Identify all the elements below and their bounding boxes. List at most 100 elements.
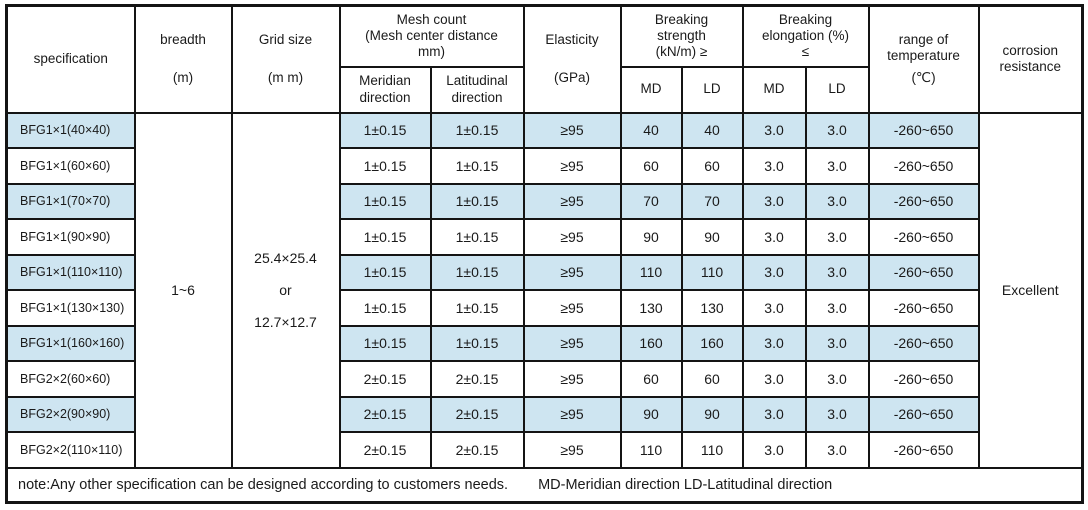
col-header-temperature: range of temperature (℃) <box>867 4 980 114</box>
breaking-elongation-ld-cell: 3.0 <box>804 431 870 469</box>
mesh-meridian-cell: 1±0.15 <box>338 182 432 220</box>
col-header-breaking-strength-ld: LD <box>680 65 744 114</box>
mesh-meridian-cell: 1±0.15 <box>338 147 432 185</box>
col-header-breadth: breadth (m) <box>133 4 233 114</box>
corrosion-merged-cell: Excellent <box>977 111 1084 469</box>
breaking-strength-md-cell: 60 <box>619 360 683 398</box>
elasticity-cell: ≥95 <box>522 111 622 149</box>
breaking-strength-md-cell: 90 <box>619 395 683 433</box>
col-header-elasticity: Elasticity (GPa) <box>522 4 622 114</box>
table-row: BFG2×2(110×110) 2±0.15 2±0.15 ≥95 110 11… <box>5 431 1083 469</box>
mesh-latitudinal-cell: 2±0.15 <box>429 431 525 469</box>
breaking-elongation-ld-cell: 3.0 <box>804 182 870 220</box>
breaking-strength-md-cell: 130 <box>619 289 683 327</box>
temperature-cell: -260~650 <box>867 324 980 362</box>
breaking-strength-ld-cell: 60 <box>680 147 744 185</box>
table-row: BFG1×1(40×40) 1~6 25.4×25.4 or 12.7×12.7 1±0… <box>5 111 1084 469</box>
col-header-breaking-elongation-ld: LD <box>804 65 870 114</box>
note-text: note:Any other specification can be desi… <box>18 476 509 493</box>
specification-cell: BFG1×1(60×60) <box>5 147 136 185</box>
breaking-elongation-md-cell: 3.0 <box>741 147 807 185</box>
mesh-latitudinal-cell: 1±0.15 <box>429 111 525 149</box>
temperature-cell: -260~650 <box>867 289 980 327</box>
mesh-meridian-cell: 1±0.15 <box>338 324 432 362</box>
breaking-elongation-ld-cell: 3.0 <box>804 147 870 185</box>
breaking-strength-md-cell: 70 <box>619 182 683 220</box>
note-cell: note:Any other specification can be desi… <box>5 466 1084 503</box>
col-header-breaking-strength-group: Breaking strength (kN/m) ≥ <box>619 4 744 68</box>
col-header-meridian-direction: Meridian direction <box>338 65 432 114</box>
breaking-strength-md-cell: 90 <box>619 218 683 256</box>
breaking-strength-ld-cell: 110 <box>680 431 744 469</box>
breaking-strength-md-cell: 160 <box>619 324 683 362</box>
breaking-elongation-ld-cell: 3.0 <box>804 324 870 362</box>
breaking-elongation-ld-cell: 3.0 <box>804 395 870 433</box>
col-header-breaking-elongation-md: MD <box>741 65 807 114</box>
specification-table: specification breadth (m) Grid size (m m… <box>5 4 1085 504</box>
breaking-strength-md-cell: 60 <box>619 147 683 185</box>
note-row: note:Any other specification can be desi… <box>5 466 1084 503</box>
header-row-sub: Meridian direction Latitudinal direction… <box>7 65 1083 114</box>
table-row: BFG2×2(60×60) 2±0.15 2±0.15 ≥95 60 60 3.… <box>5 360 1083 398</box>
breaking-elongation-md-cell: 3.0 <box>741 395 807 433</box>
temperature-cell: -260~650 <box>867 395 980 433</box>
specification-cell: BFG2×2(60×60) <box>5 360 136 398</box>
elasticity-cell: ≥95 <box>522 182 622 220</box>
elasticity-cell: ≥95 <box>522 395 622 433</box>
specification-cell: BFG1×1(130×130) <box>5 289 136 327</box>
col-header-breaking-elongation-group: Breaking elongation (%) ≤ <box>741 4 870 68</box>
breaking-elongation-md-cell: 3.0 <box>741 253 807 291</box>
mesh-meridian-cell: 1±0.15 <box>338 253 432 291</box>
mesh-latitudinal-cell: 1±0.15 <box>429 289 525 327</box>
breaking-strength-ld-cell: 60 <box>680 360 744 398</box>
breaking-elongation-ld-cell: 3.0 <box>804 253 870 291</box>
mesh-meridian-cell: 1±0.15 <box>338 218 432 256</box>
breaking-elongation-md-cell: 3.0 <box>741 218 807 256</box>
temperature-cell: -260~650 <box>867 253 980 291</box>
mesh-meridian-cell: 2±0.15 <box>338 395 432 433</box>
mesh-meridian-cell: 1±0.15 <box>338 111 432 149</box>
elasticity-cell: ≥95 <box>522 324 622 362</box>
col-header-breaking-strength-md: MD <box>619 65 683 114</box>
temperature-cell: -260~650 <box>867 431 980 469</box>
mesh-latitudinal-cell: 1±0.15 <box>429 182 525 220</box>
breaking-strength-ld-cell: 40 <box>680 111 744 149</box>
elasticity-cell: ≥95 <box>522 289 622 327</box>
table-row: BFG1×1(110×110) 1±0.15 1±0.15 ≥95 110 11… <box>5 253 1083 291</box>
table-row: BFG1×1(60×60) 1±0.15 1±0.15 ≥95 60 60 3.… <box>5 147 1083 185</box>
mesh-meridian-cell: 2±0.15 <box>338 431 432 469</box>
specification-cell: BFG1×1(90×90) <box>5 218 136 256</box>
temperature-cell: -260~650 <box>867 111 980 149</box>
specification-cell: BFG1×1(110×110) <box>5 253 136 291</box>
specification-cell: BFG1×1(70×70) <box>5 182 136 220</box>
specification-cell: BFG2×2(110×110) <box>5 431 136 469</box>
elasticity-cell: ≥95 <box>522 431 622 469</box>
breaking-strength-ld-cell: 90 <box>680 218 744 256</box>
temperature-cell: -260~650 <box>867 147 980 185</box>
table-row: BFG1×1(90×90) 1±0.15 1±0.15 ≥95 90 90 3.… <box>5 218 1083 256</box>
breaking-elongation-md-cell: 3.0 <box>741 360 807 398</box>
elasticity-cell: ≥95 <box>522 360 622 398</box>
breaking-strength-md-cell: 110 <box>619 431 683 469</box>
breaking-elongation-ld-cell: 3.0 <box>804 218 870 256</box>
breaking-strength-ld-cell: 130 <box>680 289 744 327</box>
breaking-strength-ld-cell: 70 <box>680 182 744 220</box>
breaking-elongation-md-cell: 3.0 <box>741 289 807 327</box>
mesh-latitudinal-cell: 2±0.15 <box>429 395 525 433</box>
temperature-cell: -260~650 <box>867 182 980 220</box>
temperature-cell: -260~650 <box>867 360 980 398</box>
table-row: BFG2×2(90×90) 2±0.15 2±0.15 ≥95 90 90 3.… <box>5 395 1083 433</box>
col-header-specification-label: specification <box>33 51 108 67</box>
breaking-elongation-md-cell: 3.0 <box>741 111 807 149</box>
note-legend-text: MD-Meridian direction LD-Latitudinal dir… <box>538 476 833 493</box>
specification-cell: BFG2×2(90×90) <box>5 395 136 433</box>
col-header-grid-size: Grid size (m m) <box>230 4 341 114</box>
breaking-strength-md-cell: 110 <box>619 253 683 291</box>
mesh-latitudinal-cell: 1±0.15 <box>429 253 525 291</box>
specification-cell: BFG1×1(40×40) <box>5 111 136 149</box>
breaking-strength-md-cell: 40 <box>619 111 683 149</box>
temperature-cell: -260~650 <box>867 218 980 256</box>
col-header-corrosion: corrosion resistance <box>977 4 1084 114</box>
col-header-latitudinal-direction: Latitudinal direction <box>429 65 525 114</box>
col-header-specification: specification <box>5 4 136 114</box>
